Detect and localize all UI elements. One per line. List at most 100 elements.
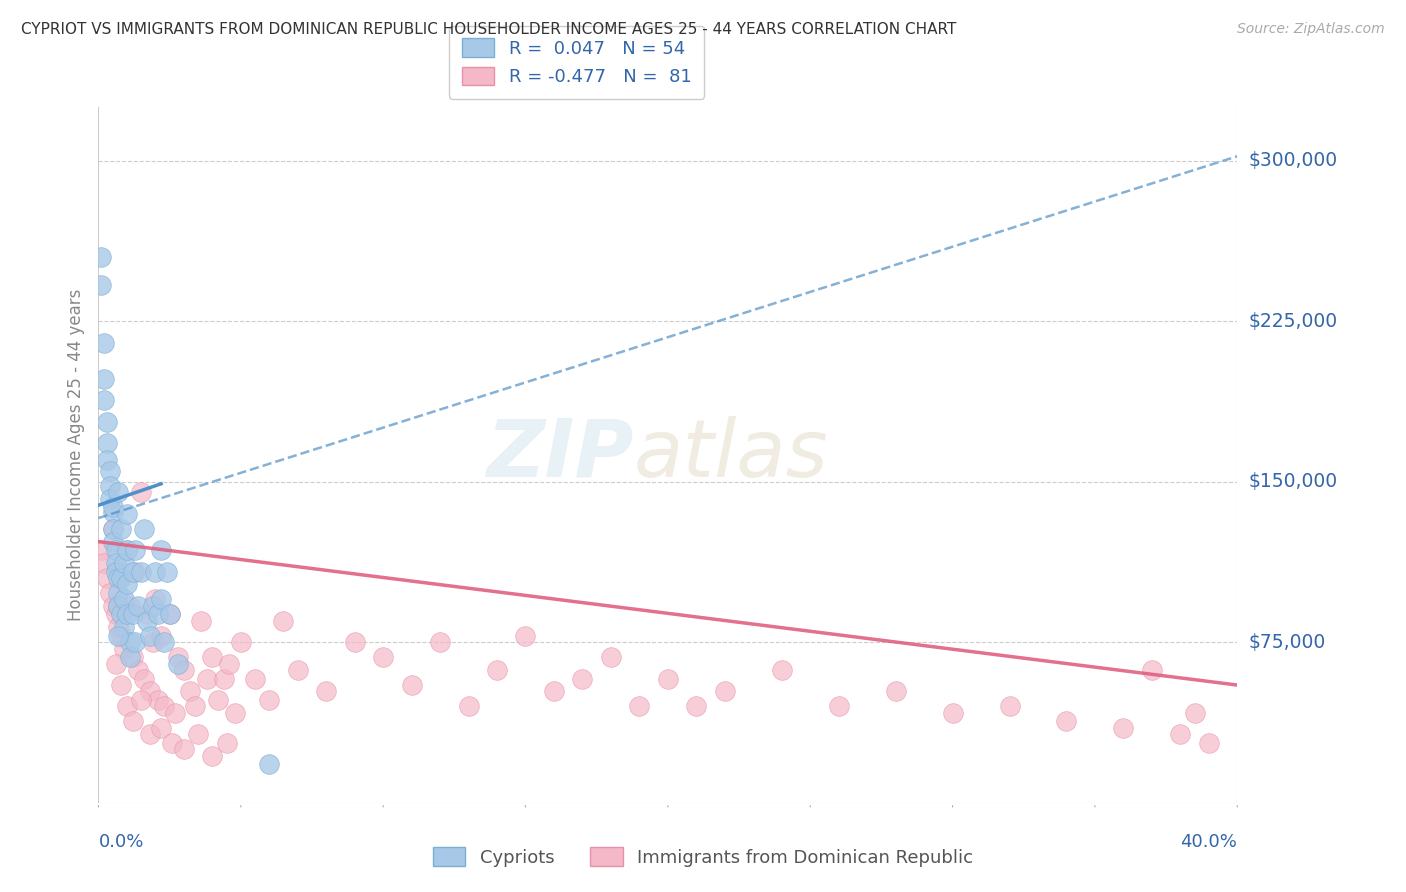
Text: 40.0%: 40.0% (1181, 833, 1237, 851)
Point (104, 607, 127, 622)
Text: ZIP: ZIP (486, 416, 634, 494)
Point (101, 534, 124, 549)
Point (93, 556, 115, 570)
Text: $225,000: $225,000 (1249, 311, 1337, 331)
Point (118, 635, 141, 649)
Point (153, 635, 176, 649)
Point (98, 491, 121, 506)
Point (115, 507, 138, 521)
Point (162, 736, 184, 750)
Point (167, 650, 190, 665)
Point (107, 586, 129, 600)
Point (1198, 736, 1220, 750)
Point (685, 699, 707, 714)
Point (429, 635, 451, 649)
Point (101, 599, 124, 613)
Point (129, 565, 152, 579)
Text: atlas: atlas (634, 416, 828, 494)
Text: 0.0%: 0.0% (98, 833, 143, 851)
Point (107, 571, 129, 585)
Point (118, 650, 141, 665)
Text: $300,000: $300,000 (1249, 151, 1337, 170)
Point (93, 393, 115, 408)
Point (1112, 721, 1135, 735)
Point (212, 672, 235, 686)
Point (828, 699, 851, 714)
Point (543, 684, 565, 698)
Point (259, 757, 281, 772)
Point (98, 464, 121, 478)
Point (115, 577, 138, 591)
Point (273, 614, 295, 628)
Point (124, 565, 146, 579)
Point (343, 635, 366, 649)
Point (1056, 714, 1078, 729)
Point (190, 614, 212, 628)
Point (104, 565, 127, 579)
Point (457, 699, 479, 714)
Point (138, 684, 160, 698)
Point (156, 565, 179, 579)
Legend: Cypriots, Immigrants from Dominican Republic: Cypriots, Immigrants from Dominican Repu… (426, 840, 980, 874)
Point (112, 641, 135, 656)
Point (373, 650, 395, 665)
Text: $150,000: $150,000 (1249, 472, 1337, 491)
Point (93, 372, 115, 386)
Point (107, 599, 129, 613)
Point (101, 522, 124, 536)
Point (98, 479, 121, 493)
Point (207, 693, 229, 707)
Point (115, 699, 138, 714)
Legend: R =  0.047   N = 54, R = -0.477   N =  81: R = 0.047 N = 54, R = -0.477 N = 81 (450, 26, 704, 99)
Point (187, 727, 209, 741)
Point (112, 556, 135, 570)
Point (1184, 706, 1206, 720)
Point (107, 599, 129, 613)
Point (132, 522, 155, 536)
Point (138, 629, 160, 643)
Text: CYPRIOT VS IMMIGRANTS FROM DOMINICAN REPUBLIC HOUSEHOLDER INCOME AGES 25 - 44 YE: CYPRIOT VS IMMIGRANTS FROM DOMINICAN REP… (21, 22, 956, 37)
Point (150, 592, 173, 607)
Point (628, 699, 651, 714)
Point (135, 607, 157, 622)
Point (571, 672, 593, 686)
Point (515, 629, 537, 643)
Point (90, 277, 112, 292)
Point (148, 693, 170, 707)
Point (401, 678, 423, 692)
Text: $75,000: $75,000 (1249, 632, 1326, 652)
Point (127, 663, 149, 677)
Point (201, 748, 224, 763)
Point (129, 693, 152, 707)
Point (96, 571, 118, 585)
Point (770, 663, 793, 677)
Point (93, 335, 115, 350)
Point (104, 657, 127, 671)
Point (998, 699, 1021, 714)
Point (90, 543, 112, 558)
Point (600, 650, 623, 665)
Point (215, 736, 238, 750)
Point (165, 706, 187, 720)
Point (121, 714, 143, 729)
Point (148, 607, 170, 622)
Point (107, 629, 129, 643)
Point (141, 599, 163, 613)
Point (98, 586, 121, 600)
Point (173, 663, 195, 677)
Point (1140, 663, 1163, 677)
Point (145, 592, 167, 607)
Point (90, 250, 112, 264)
Y-axis label: Householder Income Ages 25 - 44 years: Householder Income Ages 25 - 44 years (66, 289, 84, 621)
Point (115, 607, 138, 622)
Point (115, 543, 138, 558)
Point (224, 706, 246, 720)
Point (121, 565, 143, 579)
Point (104, 543, 127, 558)
Text: Source: ZipAtlas.com: Source: ZipAtlas.com (1237, 22, 1385, 37)
Point (153, 699, 176, 714)
Point (121, 650, 143, 665)
Point (486, 663, 509, 677)
Point (96, 453, 118, 467)
Point (110, 571, 132, 585)
